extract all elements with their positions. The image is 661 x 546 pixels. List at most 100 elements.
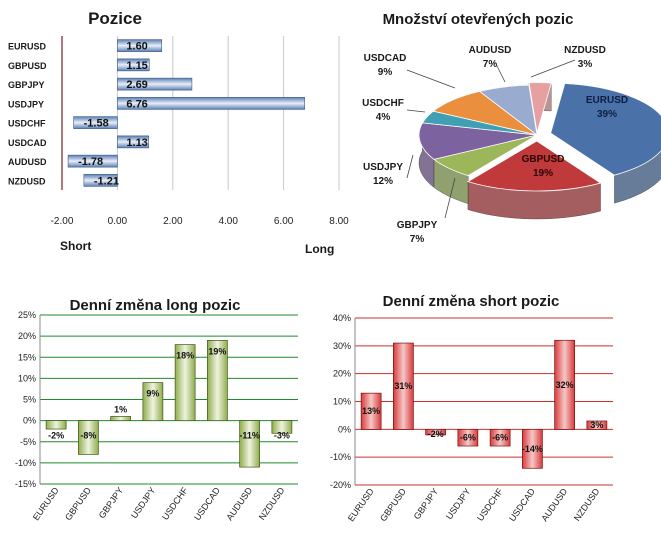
pie-label: NZDUSD (564, 45, 606, 56)
pie-slice (550, 83, 661, 176)
pie-label: USDCHF (362, 98, 404, 109)
x-tick-label: USDCAD (507, 486, 537, 523)
category-label: GBPUSD (8, 61, 47, 71)
category-label: USDCHF (8, 119, 46, 129)
y-tick-label: -20% (330, 480, 351, 490)
x-tick-label: NZDUSD (257, 485, 287, 522)
bar (73, 116, 118, 129)
x-tick-label: GBPJPY (412, 486, 441, 521)
pie-value-label: 12% (373, 176, 393, 187)
pie-leader-line (406, 154, 414, 179)
x-tick-label: 6.00 (274, 216, 294, 227)
category-label: NZDUSD (8, 176, 46, 186)
x-tick-label: 0.00 (108, 216, 128, 227)
x-tick-label: 4.00 (218, 216, 238, 227)
x-tick-label: USDCHF (160, 485, 190, 522)
bar-value-label: 1.15 (126, 60, 147, 72)
pie-leader-line (406, 69, 456, 89)
bar (207, 339, 228, 421)
bar (393, 342, 414, 430)
pie-slice (478, 84, 538, 136)
bar-value-label: -6% (492, 433, 508, 443)
y-tick-label: 10% (18, 373, 36, 383)
pie-value-label: 7% (410, 234, 425, 245)
bar-value-label: -2% (428, 429, 444, 439)
bar-value-label: -1.21 (94, 175, 119, 187)
daily-long-change-svg: Denní změna long pozic -15% -10% -5% 0% 5% 10%… (15, 297, 298, 522)
daily-short-change-svg: Denní změna short pozic -20% -10% 0% 10% 20% 3… (330, 293, 613, 523)
bar-value-label: -6% (460, 433, 476, 443)
bar (271, 420, 293, 434)
bar-value-label: 3% (590, 420, 603, 430)
chart-title: Pozice (88, 9, 142, 28)
bar-value-label: -14% (522, 444, 543, 454)
bar-value-label: -1.78 (78, 156, 103, 168)
y-tick-label: 20% (18, 331, 36, 341)
chart-title: Denní změna long pozic (70, 297, 241, 314)
pie-label: USDCAD (364, 53, 407, 64)
bar (239, 420, 260, 468)
category-label: USDJPY (8, 99, 44, 109)
y-tick-label: 0% (23, 416, 36, 426)
bar-value-label: 1% (114, 404, 127, 414)
bar (457, 428, 479, 447)
y-tick-label: 15% (18, 352, 36, 362)
y-tick-label: 25% (18, 310, 36, 320)
pie-label: USDJPY (363, 162, 403, 173)
daily-short-change-chart: Denní změna short pozic -20% -10% 0% 10% 20% 3… (320, 285, 661, 541)
y-tick-label: -5% (20, 437, 36, 447)
bar (117, 39, 163, 52)
x-tick-label: GBPUSD (63, 485, 93, 522)
bar-value-label: 2.69 (126, 79, 147, 91)
bar-value-label: 18% (176, 351, 194, 361)
y-tick-label: 0% (338, 424, 351, 434)
short-label: Short (60, 239, 91, 253)
y-tick-label: -15% (15, 479, 36, 489)
long-label: Long (305, 242, 334, 256)
x-tick-label: USDCAD (192, 485, 222, 522)
x-tick-label: GBPJPY (97, 485, 126, 520)
bar (174, 344, 196, 421)
bar-value-label: -1.58 (84, 118, 109, 130)
bar-value-label: -2% (48, 431, 64, 441)
bar-value-label: 6.76 (126, 98, 147, 110)
bar-value-label: -3% (274, 431, 290, 441)
bar (586, 420, 608, 430)
pie-value-label: 19% (533, 168, 553, 179)
chart-title: Denní změna short pozic (383, 293, 560, 310)
pie-value-label: 3% (578, 59, 593, 70)
category-label: GBPJPY (8, 80, 45, 90)
pie-value-label: 9% (378, 67, 393, 78)
x-tick-label: USDJPY (129, 485, 158, 520)
y-tick-label: -10% (330, 452, 351, 462)
x-tick-label: NZDUSD (572, 486, 602, 523)
x-tick-label: 2.00 (163, 216, 183, 227)
bar (142, 382, 164, 421)
pie-value-label: 4% (376, 112, 391, 123)
bar (110, 416, 131, 421)
x-tick-label: USDJPY (444, 486, 473, 521)
bar-value-label: 1.13 (126, 137, 147, 149)
bar (45, 420, 67, 430)
pie-leader-line (444, 177, 456, 219)
pie-slice (466, 140, 602, 192)
x-tick-label: AUDUSD (539, 486, 569, 523)
pie-leader-line (530, 59, 576, 78)
bar-value-label: 1.60 (126, 41, 147, 53)
positions-chart-svg: Pozice -2.00 0.00 2.00 4.00 6.00 8.00 EURUSD 1.6… (8, 9, 349, 256)
category-label: EURUSD (8, 42, 47, 52)
bar (117, 58, 150, 72)
bar-value-label: -11% (239, 431, 260, 441)
positions-chart: Pozice -2.00 0.00 2.00 4.00 6.00 8.00 EURUSD 1.6… (0, 0, 350, 262)
pie-value-label: 7% (483, 59, 498, 70)
pie-label: AUDUSD (469, 45, 512, 56)
x-tick-label: GBPUSD (378, 486, 408, 523)
bar (117, 135, 150, 149)
y-tick-label: -10% (15, 458, 36, 468)
bar-value-label: 13% (362, 406, 380, 416)
bar (489, 428, 511, 447)
pie-leader-line (406, 109, 426, 113)
bar (117, 97, 305, 110)
bar (67, 154, 118, 168)
y-tick-label: 5% (23, 395, 36, 405)
